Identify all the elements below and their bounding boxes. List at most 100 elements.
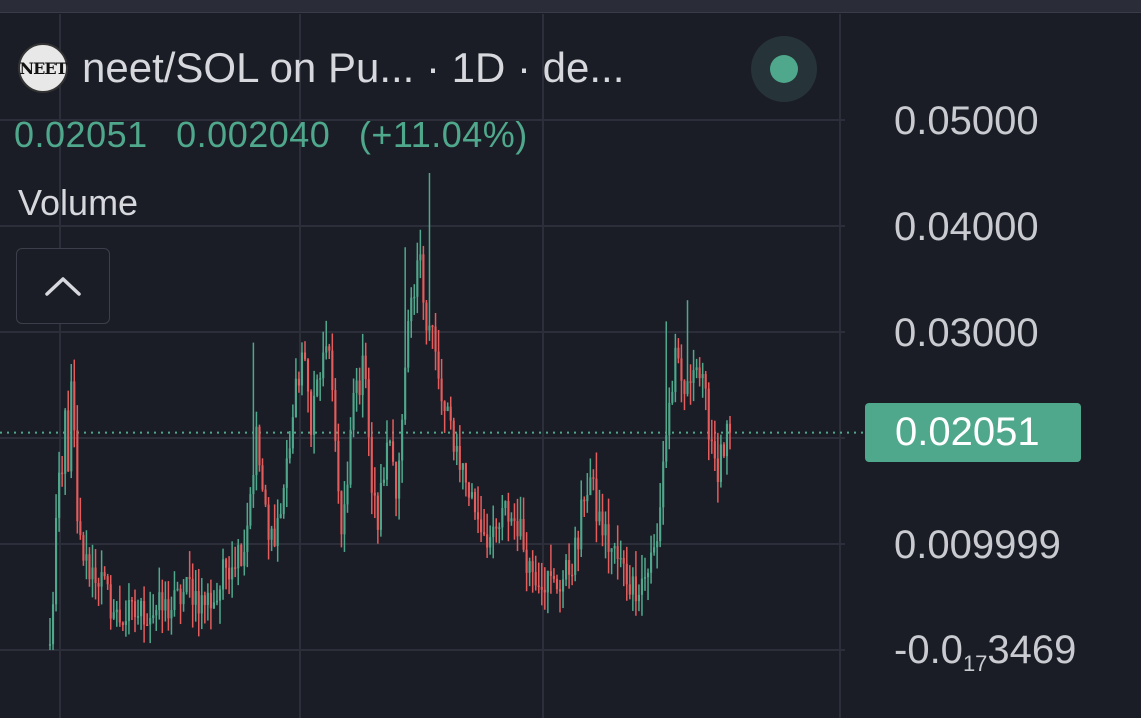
candle-body bbox=[422, 254, 425, 303]
candle bbox=[306, 358, 310, 413]
candle bbox=[64, 408, 67, 495]
candle-body bbox=[722, 444, 725, 457]
candle bbox=[619, 540, 622, 568]
candle-body bbox=[473, 492, 477, 513]
candle-body bbox=[595, 478, 598, 522]
candle bbox=[130, 596, 134, 621]
candle-body bbox=[94, 567, 97, 584]
candle-body bbox=[695, 367, 698, 371]
candle bbox=[149, 591, 152, 644]
candle bbox=[88, 547, 91, 587]
candle-body bbox=[565, 560, 568, 580]
candle bbox=[170, 596, 173, 635]
candle-body bbox=[455, 446, 458, 452]
live-status-indicator[interactable] bbox=[751, 36, 817, 102]
candle-body bbox=[231, 567, 234, 580]
candle-body bbox=[507, 501, 510, 522]
price-axis-tick: -0.0173469 bbox=[894, 628, 1076, 676]
candle-body bbox=[656, 541, 659, 548]
candle-body bbox=[252, 474, 255, 495]
candle-body bbox=[109, 584, 112, 619]
candle-body bbox=[510, 518, 513, 522]
candle bbox=[316, 374, 319, 398]
price-axis-tick: 0.03000 bbox=[894, 311, 1039, 355]
candle-body bbox=[434, 326, 437, 352]
ohlc-values: 0.02051 0.002040 (+11.04%) bbox=[14, 114, 546, 156]
candle bbox=[461, 463, 464, 490]
candle-body bbox=[425, 302, 428, 331]
collapse-indicators-button[interactable] bbox=[16, 248, 110, 324]
candle bbox=[258, 424, 261, 472]
candle-body bbox=[467, 482, 470, 498]
candle bbox=[218, 585, 222, 624]
candle bbox=[604, 511, 607, 559]
candle-body bbox=[561, 579, 565, 592]
candle-body bbox=[51, 604, 55, 645]
candle bbox=[97, 577, 100, 606]
candle-body bbox=[416, 260, 419, 297]
token-logo: NEET bbox=[18, 43, 68, 93]
candle bbox=[103, 566, 106, 580]
candle-body bbox=[270, 528, 273, 540]
candle bbox=[431, 324, 434, 349]
candle-body bbox=[659, 507, 662, 542]
candle-body bbox=[367, 379, 370, 437]
candle bbox=[140, 597, 143, 630]
candle bbox=[234, 546, 237, 578]
candle-body bbox=[446, 406, 449, 412]
candle bbox=[282, 484, 285, 519]
candle bbox=[346, 461, 349, 513]
candle bbox=[683, 379, 686, 411]
candle bbox=[713, 420, 716, 471]
candle bbox=[631, 567, 634, 611]
candle-body bbox=[343, 504, 346, 535]
candle bbox=[437, 329, 440, 390]
candle-body bbox=[531, 561, 534, 572]
candle bbox=[516, 498, 519, 552]
change-value: 0.002040 bbox=[176, 114, 331, 155]
candle bbox=[288, 431, 291, 464]
candle-body bbox=[118, 609, 121, 623]
candle-body bbox=[237, 544, 240, 569]
candle-body bbox=[643, 577, 647, 579]
candle bbox=[586, 473, 589, 513]
candle bbox=[124, 600, 127, 637]
candle-body bbox=[85, 554, 88, 561]
candle-body bbox=[152, 615, 155, 619]
candle bbox=[425, 300, 428, 345]
candle-body bbox=[701, 374, 704, 379]
symbol-header[interactable]: NEET neet/SOL on Pu... · 1D · de... bbox=[18, 40, 624, 96]
candle-body bbox=[234, 567, 237, 569]
candle bbox=[653, 534, 656, 556]
candle bbox=[677, 338, 680, 364]
candle bbox=[489, 525, 492, 555]
candle-body bbox=[282, 487, 285, 515]
candle-body bbox=[121, 622, 124, 626]
candle-body bbox=[692, 370, 695, 383]
candle-body bbox=[352, 392, 355, 430]
candle-body bbox=[437, 351, 440, 379]
candle-body bbox=[704, 374, 707, 389]
candle-body bbox=[410, 297, 413, 322]
candle-body bbox=[728, 423, 732, 433]
candle bbox=[255, 411, 258, 491]
candle-body bbox=[264, 489, 267, 505]
candle bbox=[82, 531, 85, 566]
candle bbox=[146, 613, 149, 627]
candle bbox=[486, 513, 489, 558]
candle bbox=[458, 425, 461, 483]
candle-body bbox=[91, 567, 94, 580]
candle-body bbox=[449, 406, 452, 421]
candle bbox=[637, 584, 640, 612]
candle bbox=[467, 481, 470, 507]
volume-indicator-label[interactable]: Volume bbox=[18, 182, 139, 223]
candle-body bbox=[112, 612, 115, 619]
candle bbox=[182, 579, 185, 612]
candle bbox=[513, 503, 516, 540]
candle-body bbox=[82, 535, 85, 561]
price-axis-tick: 0.05000 bbox=[894, 99, 1039, 143]
candle-body bbox=[146, 624, 149, 627]
candle-body bbox=[604, 524, 607, 536]
symbol-title[interactable]: neet/SOL on Pu... · 1D · de... bbox=[82, 44, 625, 91]
candle-body bbox=[589, 477, 592, 495]
